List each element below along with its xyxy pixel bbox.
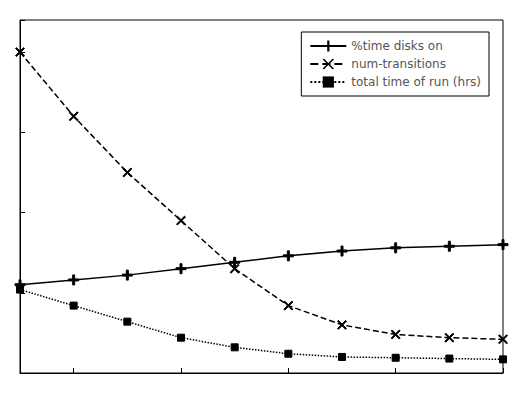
- svg-text:%time disks on: %time disks on: [351, 39, 443, 53]
- svg-text:num-transitions: num-transitions: [351, 57, 446, 71]
- svg-text:total time of run (hrs): total time of run (hrs): [351, 75, 481, 89]
